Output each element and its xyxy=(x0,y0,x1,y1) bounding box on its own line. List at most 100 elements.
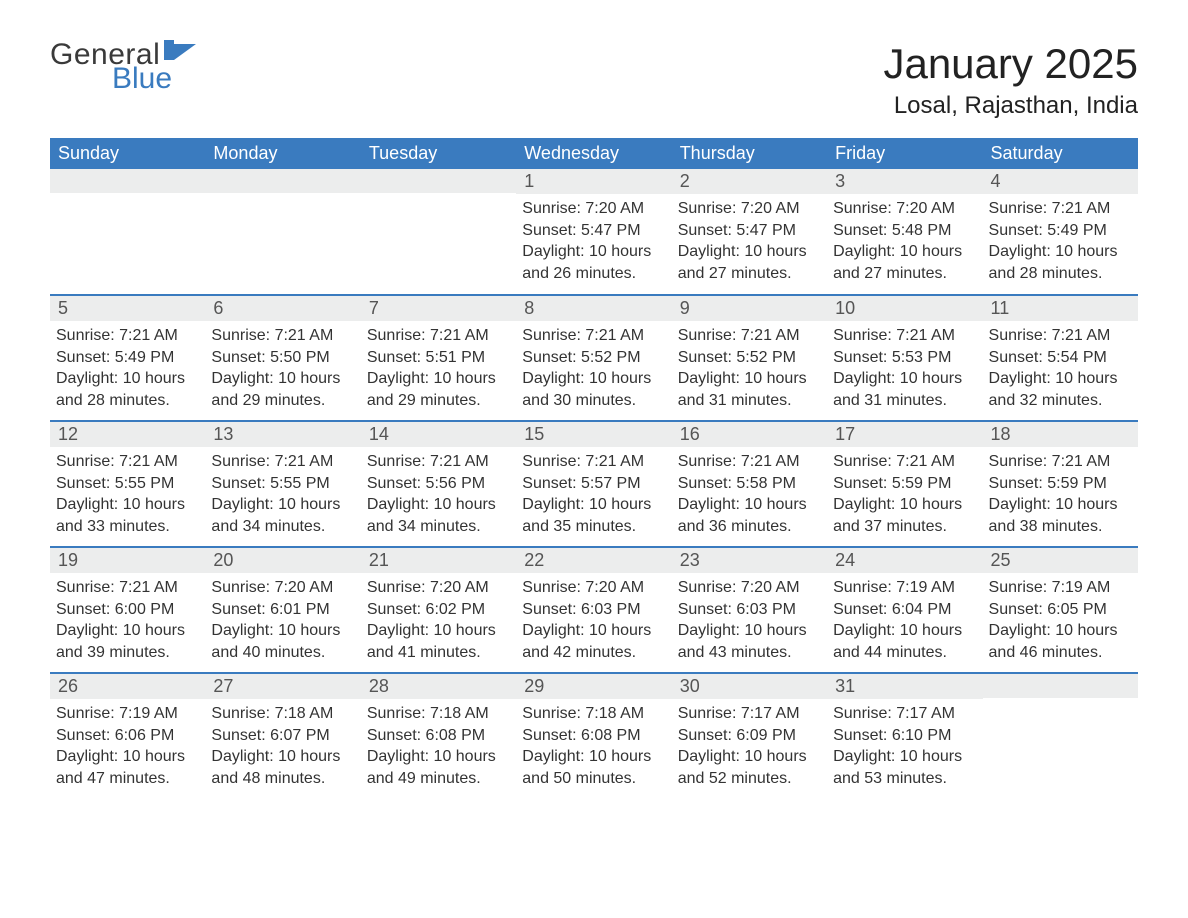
sunset-line: Sunset: 5:58 PM xyxy=(678,473,821,495)
calendar-day-cell xyxy=(983,673,1138,799)
daylight-line: Daylight: 10 hours and 34 minutes. xyxy=(211,494,354,537)
day-data: Sunrise: 7:21 AMSunset: 5:57 PMDaylight:… xyxy=(516,447,671,543)
daylight-line: Daylight: 10 hours and 27 minutes. xyxy=(678,241,821,284)
daylight-line: Daylight: 10 hours and 28 minutes. xyxy=(989,241,1132,284)
sunrise-line: Sunrise: 7:20 AM xyxy=(211,577,354,599)
day-data: Sunrise: 7:21 AMSunset: 5:50 PMDaylight:… xyxy=(205,321,360,417)
day-number: 15 xyxy=(516,422,671,447)
daylight-line: Daylight: 10 hours and 44 minutes. xyxy=(833,620,976,663)
day-number: 29 xyxy=(516,674,671,699)
calendar-day-cell xyxy=(361,169,516,295)
day-number: 20 xyxy=(205,548,360,573)
day-number xyxy=(50,169,205,193)
daylight-line: Daylight: 10 hours and 27 minutes. xyxy=(833,241,976,284)
daylight-line: Daylight: 10 hours and 31 minutes. xyxy=(678,368,821,411)
sunset-line: Sunset: 6:10 PM xyxy=(833,725,976,747)
sunrise-line: Sunrise: 7:21 AM xyxy=(522,451,665,473)
day-number: 6 xyxy=(205,296,360,321)
calendar-day-cell: 28Sunrise: 7:18 AMSunset: 6:08 PMDayligh… xyxy=(361,673,516,799)
sunrise-line: Sunrise: 7:20 AM xyxy=(522,577,665,599)
sunrise-line: Sunrise: 7:20 AM xyxy=(678,198,821,220)
day-number: 23 xyxy=(672,548,827,573)
sunrise-line: Sunrise: 7:21 AM xyxy=(833,325,976,347)
sunset-line: Sunset: 5:53 PM xyxy=(833,347,976,369)
day-data: Sunrise: 7:19 AMSunset: 6:05 PMDaylight:… xyxy=(983,573,1138,669)
calendar-day-cell: 8Sunrise: 7:21 AMSunset: 5:52 PMDaylight… xyxy=(516,295,671,421)
day-number: 11 xyxy=(983,296,1138,321)
sunset-line: Sunset: 6:06 PM xyxy=(56,725,199,747)
calendar-day-cell: 24Sunrise: 7:19 AMSunset: 6:04 PMDayligh… xyxy=(827,547,982,673)
sunrise-line: Sunrise: 7:17 AM xyxy=(678,703,821,725)
day-number: 3 xyxy=(827,169,982,194)
calendar-week-row: 26Sunrise: 7:19 AMSunset: 6:06 PMDayligh… xyxy=(50,673,1138,799)
day-number: 10 xyxy=(827,296,982,321)
sunrise-line: Sunrise: 7:21 AM xyxy=(989,198,1132,220)
calendar-week-row: 5Sunrise: 7:21 AMSunset: 5:49 PMDaylight… xyxy=(50,295,1138,421)
calendar-week-row: 1Sunrise: 7:20 AMSunset: 5:47 PMDaylight… xyxy=(50,169,1138,295)
calendar-day-cell: 23Sunrise: 7:20 AMSunset: 6:03 PMDayligh… xyxy=(672,547,827,673)
calendar-day-cell: 17Sunrise: 7:21 AMSunset: 5:59 PMDayligh… xyxy=(827,421,982,547)
flag-icon xyxy=(164,40,196,64)
sunset-line: Sunset: 5:52 PM xyxy=(522,347,665,369)
sunset-line: Sunset: 6:09 PM xyxy=(678,725,821,747)
calendar-day-cell: 19Sunrise: 7:21 AMSunset: 6:00 PMDayligh… xyxy=(50,547,205,673)
day-data: Sunrise: 7:21 AMSunset: 5:59 PMDaylight:… xyxy=(827,447,982,543)
daylight-line: Daylight: 10 hours and 40 minutes. xyxy=(211,620,354,663)
day-data: Sunrise: 7:21 AMSunset: 6:00 PMDaylight:… xyxy=(50,573,205,669)
daylight-line: Daylight: 10 hours and 31 minutes. xyxy=(833,368,976,411)
daylight-line: Daylight: 10 hours and 36 minutes. xyxy=(678,494,821,537)
sunrise-line: Sunrise: 7:18 AM xyxy=(211,703,354,725)
sunset-line: Sunset: 5:47 PM xyxy=(678,220,821,242)
day-number: 19 xyxy=(50,548,205,573)
sunrise-line: Sunrise: 7:21 AM xyxy=(211,325,354,347)
daylight-line: Daylight: 10 hours and 41 minutes. xyxy=(367,620,510,663)
day-number: 21 xyxy=(361,548,516,573)
sunset-line: Sunset: 5:57 PM xyxy=(522,473,665,495)
day-data: Sunrise: 7:21 AMSunset: 5:49 PMDaylight:… xyxy=(50,321,205,417)
day-data: Sunrise: 7:20 AMSunset: 6:03 PMDaylight:… xyxy=(516,573,671,669)
sunset-line: Sunset: 5:52 PM xyxy=(678,347,821,369)
sunrise-line: Sunrise: 7:21 AM xyxy=(522,325,665,347)
weekday-header: Friday xyxy=(827,138,982,169)
day-data: Sunrise: 7:21 AMSunset: 5:54 PMDaylight:… xyxy=(983,321,1138,417)
sunrise-line: Sunrise: 7:19 AM xyxy=(989,577,1132,599)
day-data: Sunrise: 7:21 AMSunset: 5:51 PMDaylight:… xyxy=(361,321,516,417)
sunset-line: Sunset: 5:56 PM xyxy=(367,473,510,495)
daylight-line: Daylight: 10 hours and 32 minutes. xyxy=(989,368,1132,411)
day-number: 5 xyxy=(50,296,205,321)
location-subtitle: Losal, Rajasthan, India xyxy=(883,92,1138,120)
day-data: Sunrise: 7:19 AMSunset: 6:04 PMDaylight:… xyxy=(827,573,982,669)
sunrise-line: Sunrise: 7:21 AM xyxy=(56,325,199,347)
day-number: 7 xyxy=(361,296,516,321)
daylight-line: Daylight: 10 hours and 50 minutes. xyxy=(522,746,665,789)
month-title: January 2025 xyxy=(883,40,1138,88)
calendar-day-cell: 13Sunrise: 7:21 AMSunset: 5:55 PMDayligh… xyxy=(205,421,360,547)
day-data: Sunrise: 7:21 AMSunset: 5:49 PMDaylight:… xyxy=(983,194,1138,290)
day-data: Sunrise: 7:18 AMSunset: 6:08 PMDaylight:… xyxy=(516,699,671,795)
calendar-day-cell: 30Sunrise: 7:17 AMSunset: 6:09 PMDayligh… xyxy=(672,673,827,799)
day-number: 14 xyxy=(361,422,516,447)
sunrise-line: Sunrise: 7:21 AM xyxy=(678,451,821,473)
day-data: Sunrise: 7:21 AMSunset: 5:56 PMDaylight:… xyxy=(361,447,516,543)
sunset-line: Sunset: 6:05 PM xyxy=(989,599,1132,621)
calendar-table: Sunday Monday Tuesday Wednesday Thursday… xyxy=(50,138,1138,799)
day-data: Sunrise: 7:20 AMSunset: 5:47 PMDaylight:… xyxy=(516,194,671,290)
calendar-day-cell: 2Sunrise: 7:20 AMSunset: 5:47 PMDaylight… xyxy=(672,169,827,295)
title-block: January 2025 Losal, Rajasthan, India xyxy=(883,40,1138,130)
day-number: 26 xyxy=(50,674,205,699)
day-data: Sunrise: 7:21 AMSunset: 5:52 PMDaylight:… xyxy=(516,321,671,417)
day-data: Sunrise: 7:20 AMSunset: 5:48 PMDaylight:… xyxy=(827,194,982,290)
calendar-day-cell: 7Sunrise: 7:21 AMSunset: 5:51 PMDaylight… xyxy=(361,295,516,421)
day-number: 13 xyxy=(205,422,360,447)
daylight-line: Daylight: 10 hours and 29 minutes. xyxy=(367,368,510,411)
day-number: 9 xyxy=(672,296,827,321)
day-data: Sunrise: 7:20 AMSunset: 6:02 PMDaylight:… xyxy=(361,573,516,669)
day-number xyxy=(361,169,516,193)
daylight-line: Daylight: 10 hours and 28 minutes. xyxy=(56,368,199,411)
calendar-day-cell: 5Sunrise: 7:21 AMSunset: 5:49 PMDaylight… xyxy=(50,295,205,421)
calendar-day-cell: 20Sunrise: 7:20 AMSunset: 6:01 PMDayligh… xyxy=(205,547,360,673)
sunrise-line: Sunrise: 7:21 AM xyxy=(989,451,1132,473)
day-data: Sunrise: 7:19 AMSunset: 6:06 PMDaylight:… xyxy=(50,699,205,795)
daylight-line: Daylight: 10 hours and 48 minutes. xyxy=(211,746,354,789)
day-data: Sunrise: 7:17 AMSunset: 6:10 PMDaylight:… xyxy=(827,699,982,795)
